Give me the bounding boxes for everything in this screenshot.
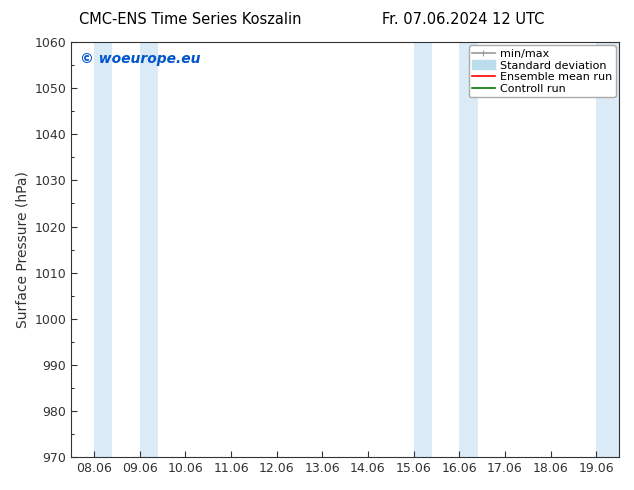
Bar xyxy=(413,42,432,457)
Legend: min/max, Standard deviation, Ensemble mean run, Controll run: min/max, Standard deviation, Ensemble me… xyxy=(469,46,616,98)
Text: CMC-ENS Time Series Koszalin: CMC-ENS Time Series Koszalin xyxy=(79,12,301,27)
Text: Fr. 07.06.2024 12 UTC: Fr. 07.06.2024 12 UTC xyxy=(382,12,544,27)
Y-axis label: Surface Pressure (hPa): Surface Pressure (hPa) xyxy=(15,171,29,328)
Text: © woeurope.eu: © woeurope.eu xyxy=(79,52,200,67)
Bar xyxy=(459,42,477,457)
Bar xyxy=(139,42,158,457)
Bar xyxy=(596,42,619,457)
Bar xyxy=(94,42,112,457)
